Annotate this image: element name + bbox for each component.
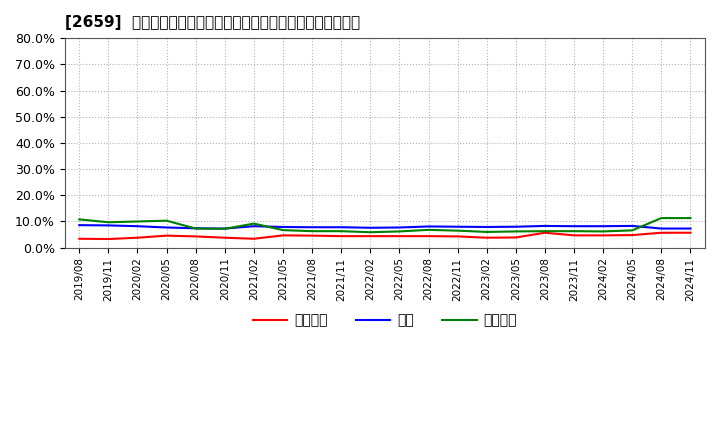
在庫	[250, 224, 258, 229]
買入債務	[454, 228, 462, 233]
売上債権	[307, 233, 316, 238]
Legend: 売上債権, 在庫, 買入債務: 売上債権, 在庫, 買入債務	[247, 308, 523, 333]
売上債権	[424, 234, 433, 239]
在庫	[686, 226, 695, 231]
在庫	[599, 224, 608, 229]
売上債権	[454, 234, 462, 239]
在庫	[424, 224, 433, 229]
Line: 買入債務: 買入債務	[79, 218, 690, 232]
Line: 売上債権: 売上債権	[79, 233, 690, 239]
買入債務	[599, 229, 608, 234]
買入債務	[482, 229, 491, 235]
在庫	[482, 224, 491, 230]
売上債権	[75, 236, 84, 242]
買入債務	[570, 228, 578, 234]
買入債務	[424, 227, 433, 232]
在庫	[307, 224, 316, 230]
在庫	[133, 224, 142, 229]
売上債権	[395, 234, 404, 239]
在庫	[104, 223, 113, 228]
在庫	[75, 223, 84, 228]
在庫	[366, 225, 374, 231]
売上債権	[250, 236, 258, 242]
買入債務	[250, 221, 258, 226]
売上債権	[133, 235, 142, 240]
買入債務	[628, 228, 636, 233]
買入債務	[657, 216, 666, 221]
売上債権	[162, 233, 171, 238]
売上債権	[104, 236, 113, 242]
売上債権	[279, 233, 287, 238]
在庫	[395, 225, 404, 230]
在庫	[657, 226, 666, 231]
在庫	[511, 224, 520, 229]
Text: [2659]  売上債権、在庫、買入債務の総資産に対する比率の推移: [2659] 売上債権、在庫、買入債務の総資産に対する比率の推移	[65, 15, 360, 30]
買入債務	[686, 216, 695, 221]
売上債権	[220, 235, 229, 240]
在庫	[220, 226, 229, 231]
在庫	[279, 224, 287, 230]
売上債権	[599, 233, 608, 238]
売上債権	[541, 230, 549, 235]
在庫	[192, 226, 200, 231]
在庫	[541, 223, 549, 228]
買入債務	[366, 230, 374, 235]
売上債権	[482, 235, 491, 240]
買入債務	[75, 217, 84, 222]
売上債権	[192, 234, 200, 239]
買入債務	[307, 228, 316, 234]
売上債権	[366, 234, 374, 239]
買入債務	[162, 218, 171, 224]
在庫	[570, 224, 578, 229]
売上債権	[337, 234, 346, 239]
買入債務	[104, 220, 113, 225]
売上債権	[657, 230, 666, 235]
Line: 在庫: 在庫	[79, 225, 690, 228]
売上債権	[570, 233, 578, 238]
買入債務	[133, 219, 142, 224]
在庫	[454, 224, 462, 229]
買入債務	[337, 228, 346, 234]
在庫	[162, 225, 171, 230]
売上債権	[511, 235, 520, 240]
買入債務	[395, 229, 404, 234]
売上債権	[686, 230, 695, 235]
買入債務	[220, 226, 229, 231]
売上債権	[628, 232, 636, 238]
在庫	[628, 223, 636, 228]
在庫	[337, 224, 346, 230]
買入債務	[192, 226, 200, 231]
買入債務	[279, 227, 287, 233]
買入債務	[541, 228, 549, 234]
買入債務	[511, 229, 520, 234]
